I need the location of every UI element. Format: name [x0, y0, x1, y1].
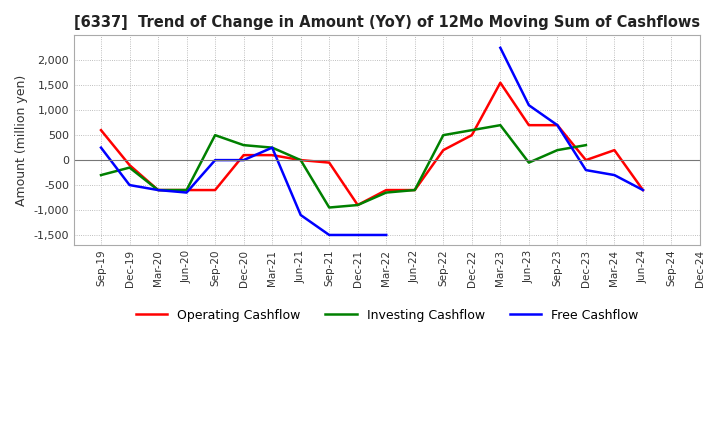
Free Cashflow [354, 232, 362, 238]
Investing Cashflow [410, 187, 419, 193]
Investing Cashflow [211, 132, 220, 138]
Operating Cashflow [239, 153, 248, 158]
Free Cashflow [268, 145, 276, 150]
Investing Cashflow [496, 122, 505, 128]
Investing Cashflow [182, 187, 191, 193]
Investing Cashflow [325, 205, 333, 210]
Operating Cashflow [525, 122, 534, 128]
Investing Cashflow [382, 190, 390, 195]
Investing Cashflow [467, 128, 476, 133]
Investing Cashflow [96, 172, 105, 178]
Free Cashflow [96, 145, 105, 150]
Investing Cashflow [525, 160, 534, 165]
Free Cashflow [382, 232, 390, 238]
Free Cashflow [125, 183, 134, 188]
Operating Cashflow [410, 187, 419, 193]
Free Cashflow [297, 213, 305, 218]
Investing Cashflow [354, 202, 362, 208]
Operating Cashflow [182, 187, 191, 193]
Title: [6337]  Trend of Change in Amount (YoY) of 12Mo Moving Sum of Cashflows: [6337] Trend of Change in Amount (YoY) o… [74, 15, 700, 30]
Investing Cashflow [439, 132, 448, 138]
Operating Cashflow [211, 187, 220, 193]
Free Cashflow [325, 232, 333, 238]
Free Cashflow [239, 158, 248, 163]
Investing Cashflow [268, 145, 276, 150]
Investing Cashflow [553, 147, 562, 153]
Investing Cashflow [297, 158, 305, 163]
Operating Cashflow [639, 187, 647, 193]
Free Cashflow [182, 190, 191, 195]
Operating Cashflow [154, 187, 163, 193]
Investing Cashflow [125, 165, 134, 170]
Operating Cashflow [297, 158, 305, 163]
Investing Cashflow [582, 143, 590, 148]
Operating Cashflow [96, 128, 105, 133]
Operating Cashflow [125, 162, 134, 168]
Operating Cashflow [496, 80, 505, 85]
Free Cashflow [154, 187, 163, 193]
Free Cashflow [211, 158, 220, 163]
Y-axis label: Amount (million yen): Amount (million yen) [15, 74, 28, 206]
Legend: Operating Cashflow, Investing Cashflow, Free Cashflow: Operating Cashflow, Investing Cashflow, … [130, 304, 643, 327]
Operating Cashflow [268, 153, 276, 158]
Operating Cashflow [439, 147, 448, 153]
Investing Cashflow [154, 187, 163, 193]
Operating Cashflow [610, 147, 618, 153]
Operating Cashflow [382, 187, 390, 193]
Operating Cashflow [354, 202, 362, 208]
Line: Operating Cashflow: Operating Cashflow [101, 83, 643, 205]
Line: Free Cashflow: Free Cashflow [101, 148, 386, 235]
Operating Cashflow [582, 158, 590, 163]
Operating Cashflow [467, 132, 476, 138]
Line: Investing Cashflow: Investing Cashflow [101, 125, 586, 208]
Investing Cashflow [239, 143, 248, 148]
Operating Cashflow [553, 122, 562, 128]
Operating Cashflow [325, 160, 333, 165]
